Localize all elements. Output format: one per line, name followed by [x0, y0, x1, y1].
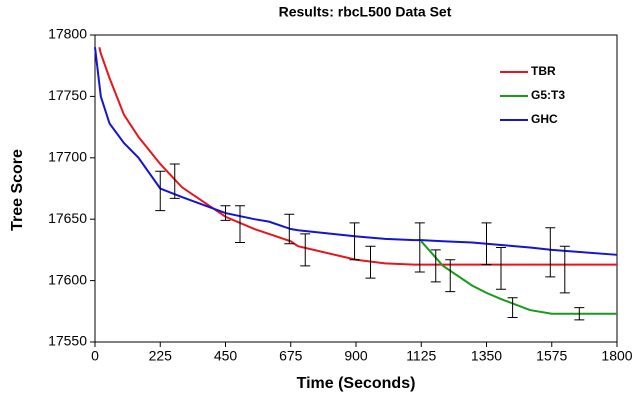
- error-bar: [430, 249, 441, 283]
- error-bar: [220, 205, 231, 221]
- plot-frame: [94, 34, 618, 343]
- x-tick-label: 225: [149, 348, 173, 364]
- x-tick-label: 450: [214, 348, 238, 364]
- error-bar: [559, 245, 570, 294]
- y-tick-label: 17750: [48, 87, 87, 103]
- error-bar: [414, 222, 425, 273]
- error-bar: [507, 297, 518, 318]
- legend-label: TBR: [531, 64, 556, 78]
- error-bar: [349, 222, 360, 261]
- error-bar: [169, 163, 180, 199]
- error-bar: [365, 245, 376, 279]
- error-bar: [545, 227, 556, 278]
- y-tick-label: 17600: [48, 271, 87, 287]
- y-tick-label: 17700: [48, 149, 87, 165]
- error-bar: [300, 233, 311, 267]
- error-bar: [481, 222, 492, 266]
- error-bar: [235, 205, 245, 244]
- chart-title: Results: rbcL500 Data Set: [279, 4, 452, 20]
- y-axis-label: Tree Score: [9, 149, 26, 231]
- error-bar: [284, 213, 295, 245]
- error-bar: [155, 170, 166, 212]
- error-bar: [445, 259, 456, 293]
- x-tick-label: 1800: [601, 348, 632, 364]
- legend-label: G5:T3: [531, 88, 565, 102]
- x-tick-label: 0: [91, 348, 99, 364]
- x-tick-label: 1125: [406, 348, 436, 364]
- x-tick-label: 675: [279, 348, 303, 364]
- error-bar: [574, 307, 585, 321]
- x-tick-label: 900: [344, 348, 368, 364]
- legend-label: GHC: [531, 112, 558, 126]
- series-line: [420, 240, 617, 315]
- y-tick-label: 17650: [48, 210, 87, 226]
- x-tick-label: 1350: [471, 348, 502, 364]
- x-axis-label: Time (Seconds): [297, 375, 416, 392]
- series-line: [94, 47, 618, 256]
- error-bar: [496, 246, 506, 290]
- x-tick-label: 1575: [536, 348, 567, 364]
- y-tick-label: 17550: [48, 333, 87, 349]
- y-tick-label: 17800: [48, 26, 87, 42]
- series-line: [98, 47, 617, 266]
